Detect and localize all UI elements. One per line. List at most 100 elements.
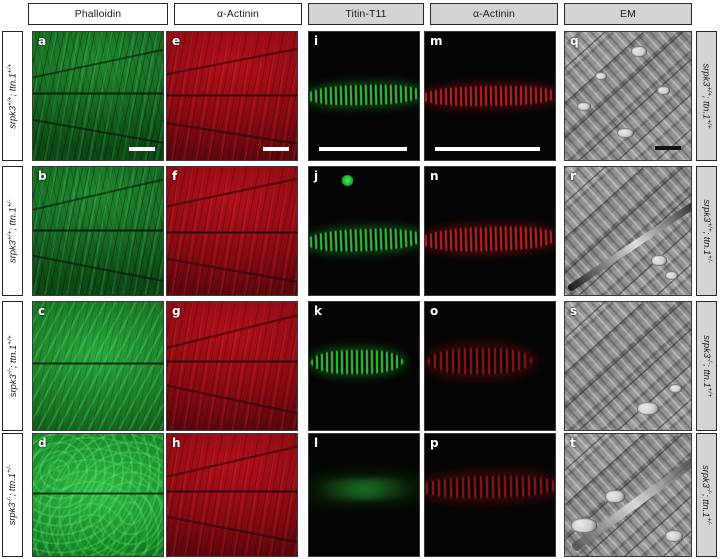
panel-image xyxy=(33,302,163,430)
row-label-left-3: srpk3-/-; ttn.1+/+ xyxy=(2,301,23,431)
panel-c-phalloidin: c xyxy=(32,301,164,431)
panel-h-actinin: h xyxy=(166,433,298,557)
column-header-label: α-Actinin xyxy=(217,8,259,20)
panel-d-phalloidin: d xyxy=(32,433,164,557)
panel-k-titin: k xyxy=(308,301,420,431)
myofibril xyxy=(425,84,555,108)
panel-letter: n xyxy=(430,169,439,183)
panel-s-em: s xyxy=(564,301,692,431)
genotype-text: srpk3+/+; ttn.1+/+ xyxy=(6,63,18,129)
genotype-text: srpk3+/+; ttn.1+/+ xyxy=(701,63,713,129)
panel-image xyxy=(309,167,419,295)
panel-letter: m xyxy=(430,34,443,48)
myoseptum-line xyxy=(33,362,163,365)
panel-letter: o xyxy=(430,304,439,318)
panel-image xyxy=(33,434,163,556)
row-label-right-1: srpk3+/+; ttn.1+/+ xyxy=(696,31,717,161)
fiber-texture xyxy=(33,302,163,430)
myofibril xyxy=(425,474,555,500)
row-label-left-4: srpk3-/-; ttn.1+/- xyxy=(2,433,23,557)
myoseptum-line xyxy=(33,492,163,495)
panel-image xyxy=(309,302,419,430)
genotype-text: srpk3+/+; ttn.1+/- xyxy=(6,199,18,263)
panel-n-actinin-fibre: n xyxy=(424,166,556,296)
column-header-label: EM xyxy=(620,8,636,20)
panel-letter: e xyxy=(172,34,181,48)
panel-p-actinin-fibre: p xyxy=(424,433,556,557)
scale-bar xyxy=(263,147,289,151)
panel-letter: a xyxy=(38,34,47,48)
panel-image xyxy=(425,167,555,295)
myoseptum-line xyxy=(33,92,163,95)
fiber-texture xyxy=(33,302,163,430)
myofibril xyxy=(425,225,555,253)
panel-q-em: q xyxy=(564,31,692,161)
genotype-text: srpk3-/-; ttn.1+/- xyxy=(6,464,18,526)
em-grain xyxy=(565,302,691,430)
scale-bar xyxy=(655,146,681,150)
mitochondrion xyxy=(657,86,670,95)
panel-f-actinin: f xyxy=(166,166,298,296)
panel-b-phalloidin: b xyxy=(32,166,164,296)
row-label-left-1: srpk3+/+; ttn.1+/+ xyxy=(2,31,23,161)
mitochondrion xyxy=(651,255,667,266)
panel-r-em: r xyxy=(564,166,692,296)
mitochondrion xyxy=(669,384,682,393)
panel-letter: s xyxy=(570,304,578,318)
mitochondrion xyxy=(665,530,683,542)
panel-letter: p xyxy=(430,436,439,450)
panel-letter: l xyxy=(314,436,319,450)
panel-g-actinin: g xyxy=(166,301,298,431)
myoseptum-line xyxy=(167,231,297,234)
panel-letter: c xyxy=(38,304,46,318)
column-header-phalloidin: Phalloidin xyxy=(28,3,168,25)
column-header-titin-t11: Titin-T11 xyxy=(308,3,424,25)
scale-bar xyxy=(319,147,407,151)
myofibril xyxy=(309,83,419,107)
column-header-label: Titin-T11 xyxy=(345,8,387,20)
scale-bar xyxy=(435,147,540,151)
mitochondrion xyxy=(605,490,625,503)
panel-letter: g xyxy=(172,304,181,318)
genotype-text: srpk3-/-; ttn.1+/+ xyxy=(6,335,18,397)
column-header-em: EM xyxy=(564,3,692,25)
row-label-right-3: srpk3-/-; ttn.1+/+ xyxy=(696,301,717,431)
column-header-actinin-wholemount: α-Actinin xyxy=(174,3,302,25)
row-label-right-4: srpk3-/-; ttn.1+/- xyxy=(696,433,717,557)
mitochondrion xyxy=(637,402,659,415)
panel-image xyxy=(309,434,419,556)
mitochondrion xyxy=(571,518,597,533)
z-line-texture xyxy=(565,302,691,430)
scale-bar xyxy=(129,147,155,151)
panel-e-actinin: e xyxy=(166,31,298,161)
mitochondrion xyxy=(577,102,591,111)
myoseptum-line xyxy=(167,490,297,493)
fiber-texture xyxy=(33,434,163,556)
panel-letter: h xyxy=(172,436,181,450)
panel-letter: k xyxy=(314,304,322,318)
panel-image xyxy=(167,434,297,556)
panel-image xyxy=(425,302,555,430)
myoseptum-line xyxy=(167,360,297,363)
panel-letter: b xyxy=(38,169,47,183)
panel-image xyxy=(425,32,555,160)
panel-letter: f xyxy=(172,169,178,183)
fiber-texture xyxy=(33,434,163,556)
genotype-text: srpk3-/-; ttn.1+/+ xyxy=(701,335,713,397)
myofibril xyxy=(309,226,419,254)
z-line-texture xyxy=(565,32,691,160)
genotype-text: srpk3+/+; ttn.1+/- xyxy=(701,199,713,263)
panel-image xyxy=(565,302,691,430)
panel-a-phalloidin: a xyxy=(32,31,164,161)
panel-i-titin: i xyxy=(308,31,420,161)
myoseptum-line xyxy=(167,94,297,97)
myoseptum-line xyxy=(33,229,163,232)
myofibril xyxy=(427,347,532,375)
row-label-right-2: srpk3+/+; ttn.1+/- xyxy=(696,166,717,296)
panel-letter: d xyxy=(38,436,47,450)
panel-letter: j xyxy=(314,169,319,183)
row-label-left-2: srpk3+/+; ttn.1+/- xyxy=(2,166,23,296)
panel-o-actinin-fibre: o xyxy=(424,301,556,431)
myofibril xyxy=(309,476,419,502)
